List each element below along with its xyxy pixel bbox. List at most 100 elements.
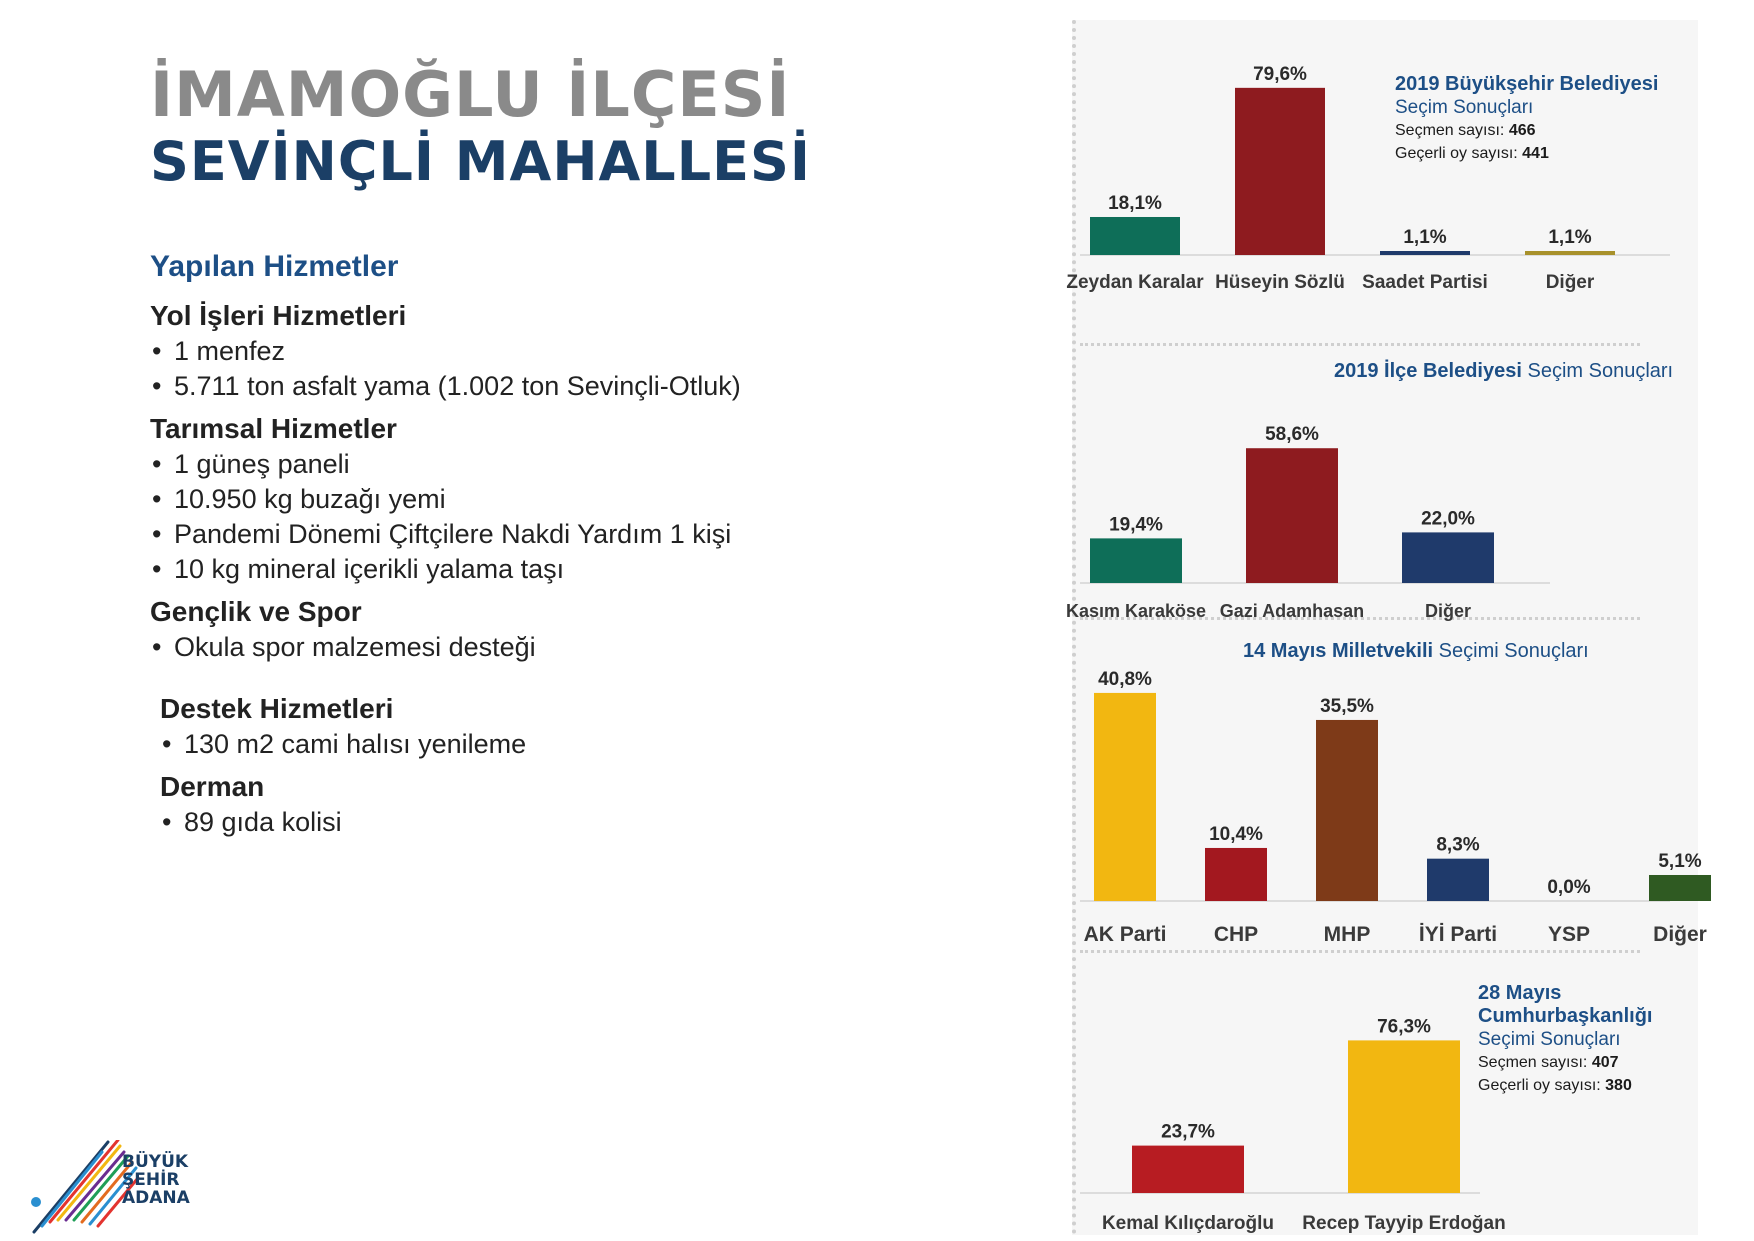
bar	[1246, 448, 1338, 583]
bar	[1649, 874, 1711, 901]
bar	[1205, 847, 1267, 901]
page-title-district: İMAMOĞLU İLÇESİ	[150, 58, 791, 131]
bar	[1402, 532, 1494, 583]
category-label: YSP	[1548, 923, 1590, 946]
bar	[1132, 1145, 1244, 1193]
bar	[1094, 692, 1156, 901]
category-label: Diğer	[1653, 923, 1707, 946]
category-label: Hüseyin Sözlü	[1215, 272, 1345, 293]
category-label: Recep Tayyip Erdoğan	[1302, 1213, 1505, 1234]
bar-value-label: 76,3%	[1377, 1016, 1431, 1037]
bar-value-label: 0,0%	[1547, 877, 1590, 898]
service-item: 130 m2 cami halısı yenileme	[160, 727, 526, 762]
valid-vote-label: Geçerli oy sayısı:	[1395, 145, 1518, 162]
service-group: Yol İşleri Hizmetleri1 menfez5.711 ton a…	[150, 300, 741, 404]
bar-value-label: 5,1%	[1658, 851, 1701, 872]
service-group-title: Yol İşleri Hizmetleri	[150, 300, 407, 331]
bar-value-label: 79,6%	[1253, 64, 1307, 85]
logo-text-line1: BÜYÜK	[122, 1152, 189, 1172]
voter-count-value: 466	[1508, 122, 1536, 139]
logo-text-line2: ŞEHİR	[122, 1170, 180, 1190]
valid-vote-count: Geçerli oy sayısı: 441	[1395, 142, 1658, 165]
bar-value-label: 23,7%	[1161, 1122, 1215, 1143]
bar-value-label: 10,4%	[1209, 824, 1263, 845]
bar-value-label: 8,3%	[1436, 835, 1479, 856]
service-group: Destek Hizmetleri130 m2 cami halısı yeni…	[160, 693, 526, 762]
category-label: Kemal Kılıçdaroğlu	[1102, 1213, 1274, 1234]
divider	[1080, 617, 1640, 620]
service-item: 5.711 ton asfalt yama (1.002 ton Sevinçl…	[150, 369, 741, 404]
category-label: AK Parti	[1084, 923, 1167, 946]
category-label: Kasım Karaköse	[1066, 601, 1206, 621]
category-label: Diğer	[1546, 272, 1595, 293]
chart-title-normal: Seçim Sonuçları	[1527, 360, 1674, 382]
bar	[1348, 1040, 1460, 1193]
bar-value-label: 19,4%	[1109, 514, 1163, 535]
category-label: Zeydan Karalar	[1066, 272, 1204, 293]
voter-count-label: Seçmen sayısı:	[1478, 1054, 1588, 1071]
logo-seal-icon	[31, 1197, 41, 1207]
valid-vote-label: Geçerli oy sayısı:	[1478, 1077, 1601, 1094]
services-list-secondary: Destek Hizmetleri130 m2 cami halısı yeni…	[160, 693, 526, 849]
bar-value-label: 18,1%	[1108, 193, 1162, 214]
service-item: 10 kg mineral içerikli yalama taşı	[150, 552, 741, 587]
valid-vote-value: 441	[1522, 145, 1549, 162]
service-group: Derman89 gıda kolisi	[160, 771, 526, 840]
page-title-neighborhood: SEVİNÇLİ MAHALLESİ	[150, 130, 811, 193]
service-item: Okula spor malzemesi desteği	[150, 630, 741, 665]
service-group-title: Destek Hizmetleri	[160, 693, 394, 724]
bar	[1316, 719, 1378, 901]
bar	[1427, 858, 1489, 901]
chart-subtitle: Seçim Sonuçları	[1395, 97, 1534, 118]
service-group: Tarımsal Hizmetler1 güneş paneli10.950 k…	[150, 413, 741, 587]
chart-title-bold: 14 Mayıs Milletvekili	[1243, 640, 1434, 662]
chart-title-line1: 28 Mayıs	[1478, 982, 1562, 1004]
buyuksehir-adana-logo	[31, 1140, 140, 1234]
chart-title: 2019 Büyükşehir Belediyesi	[1395, 73, 1659, 95]
service-item: 1 menfez	[150, 334, 741, 369]
service-group-title: Gençlik ve Spor	[150, 596, 362, 627]
category-label: Saadet Partisi	[1362, 272, 1488, 293]
category-label: MHP	[1324, 923, 1371, 946]
bar	[1090, 216, 1180, 255]
category-label: Gazi Adamhasan	[1220, 601, 1364, 621]
chart-title-parliament: 14 Mayıs Milletvekili Seçimi Sonuçları	[1243, 640, 1589, 663]
bar-value-label: 22,0%	[1421, 508, 1475, 529]
bar	[1380, 251, 1470, 255]
chart-title-normal: Seçimi Sonuçları	[1438, 640, 1589, 662]
chart-presidential-2023: 23,7% Kemal Kılıçdaroğlu 76,3% Recep Tayyip…	[1080, 1016, 1506, 1234]
voter-count: Seçmen sayısı: 407	[1478, 1051, 1652, 1074]
bar-value-label: 1,1%	[1403, 227, 1446, 248]
divider	[1080, 343, 1640, 346]
chart-subtitle: Seçimi Sonuçları	[1478, 1029, 1621, 1050]
chart-district-2019: 19,4% Kasım Karaköse 58,6% Gazi Adamhasan 22…	[1066, 424, 1550, 621]
chart-info-presidential: 28 Mayıs Cumhurbaşkanlığı Seçimi Sonuçla…	[1478, 982, 1652, 1097]
bar	[1235, 87, 1325, 255]
chart-title-district: 2019 İlçe Belediyesi Seçim Sonuçları	[1334, 360, 1673, 383]
service-item: 10.950 kg buzağı yemi	[150, 482, 741, 517]
voter-count-value: 407	[1591, 1054, 1619, 1071]
bar-value-label: 40,8%	[1098, 669, 1152, 690]
category-label: Diğer	[1425, 601, 1471, 621]
service-group-title: Derman	[160, 771, 265, 802]
services-heading: Yapılan Hizmetler	[150, 250, 399, 283]
chart-parliament-2023: 40,8% AK Parti 10,4% CHP 35,5% MHP 8,3% İYİ Par…	[1080, 669, 1711, 946]
logo-text-line3: ADANA	[122, 1188, 190, 1208]
bar-value-label: 35,5%	[1320, 696, 1374, 717]
service-item: 89 gıda kolisi	[160, 805, 526, 840]
service-group-title: Tarımsal Hizmetler	[150, 413, 397, 444]
service-group: Gençlik ve SporOkula spor malzemesi dest…	[150, 596, 741, 665]
chart-info-metropolitan: 2019 Büyükşehir Belediyesi Seçim Sonuçla…	[1395, 73, 1658, 165]
divider	[1080, 950, 1640, 953]
bar-value-label: 58,6%	[1265, 424, 1319, 445]
voter-count-label: Seçmen sayısı:	[1395, 122, 1505, 139]
service-item: 1 güneş paneli	[150, 447, 741, 482]
chart-title-line2: Cumhurbaşkanlığı	[1478, 1005, 1653, 1027]
service-item: Pandemi Dönemi Çiftçilere Nakdi Yardım 1…	[150, 517, 741, 552]
bar	[1090, 538, 1182, 583]
category-label: İYİ Parti	[1419, 923, 1497, 946]
chart-title-bold: 2019 İlçe Belediyesi	[1334, 360, 1522, 382]
services-list: Yol İşleri Hizmetleri1 menfez5.711 ton a…	[150, 300, 741, 674]
valid-vote-value: 380	[1605, 1077, 1632, 1094]
chart-metropolitan-2019: 18,1% Zeydan Karalar 79,6% Hüseyin Sözlü 1,1…	[1066, 64, 1670, 293]
